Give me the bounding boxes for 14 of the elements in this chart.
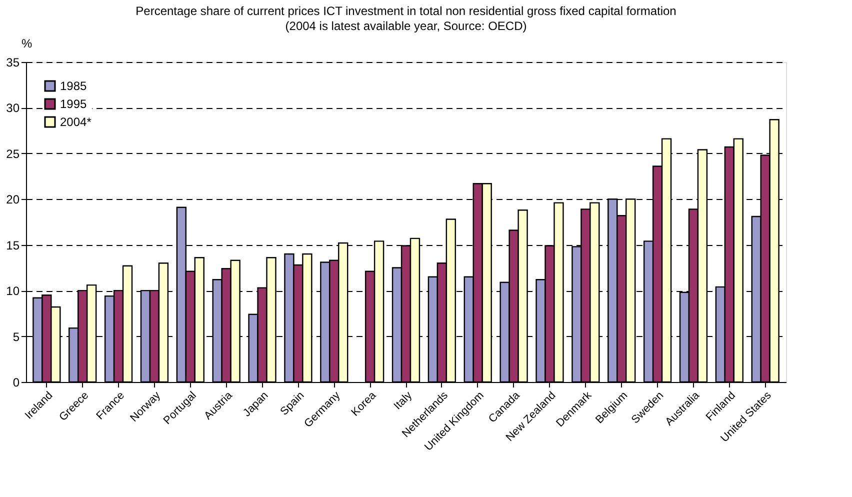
- chart-title: Percentage share of current prices ICT investment in total non residential gross fixed capital formation: [136, 4, 676, 18]
- y-tick-label: 20: [6, 192, 20, 207]
- y-tick-label: 35: [6, 56, 20, 70]
- y-tick-label: 15: [6, 238, 20, 252]
- legend-label: 1985: [60, 79, 88, 93]
- y-tick-label: 5: [12, 330, 20, 344]
- legend-label: 2004*: [60, 115, 92, 129]
- y-tick-label: 30: [6, 101, 20, 116]
- y-axis-title: %: [22, 36, 32, 50]
- y-tick-label: 10: [6, 284, 20, 298]
- y-tick-label: 0: [12, 376, 20, 390]
- chart-subtitle: (2004 is latest available year, Source: OECD): [285, 19, 527, 33]
- y-tick-label: 25: [6, 146, 20, 161]
- legend-label: 1995: [60, 97, 88, 111]
